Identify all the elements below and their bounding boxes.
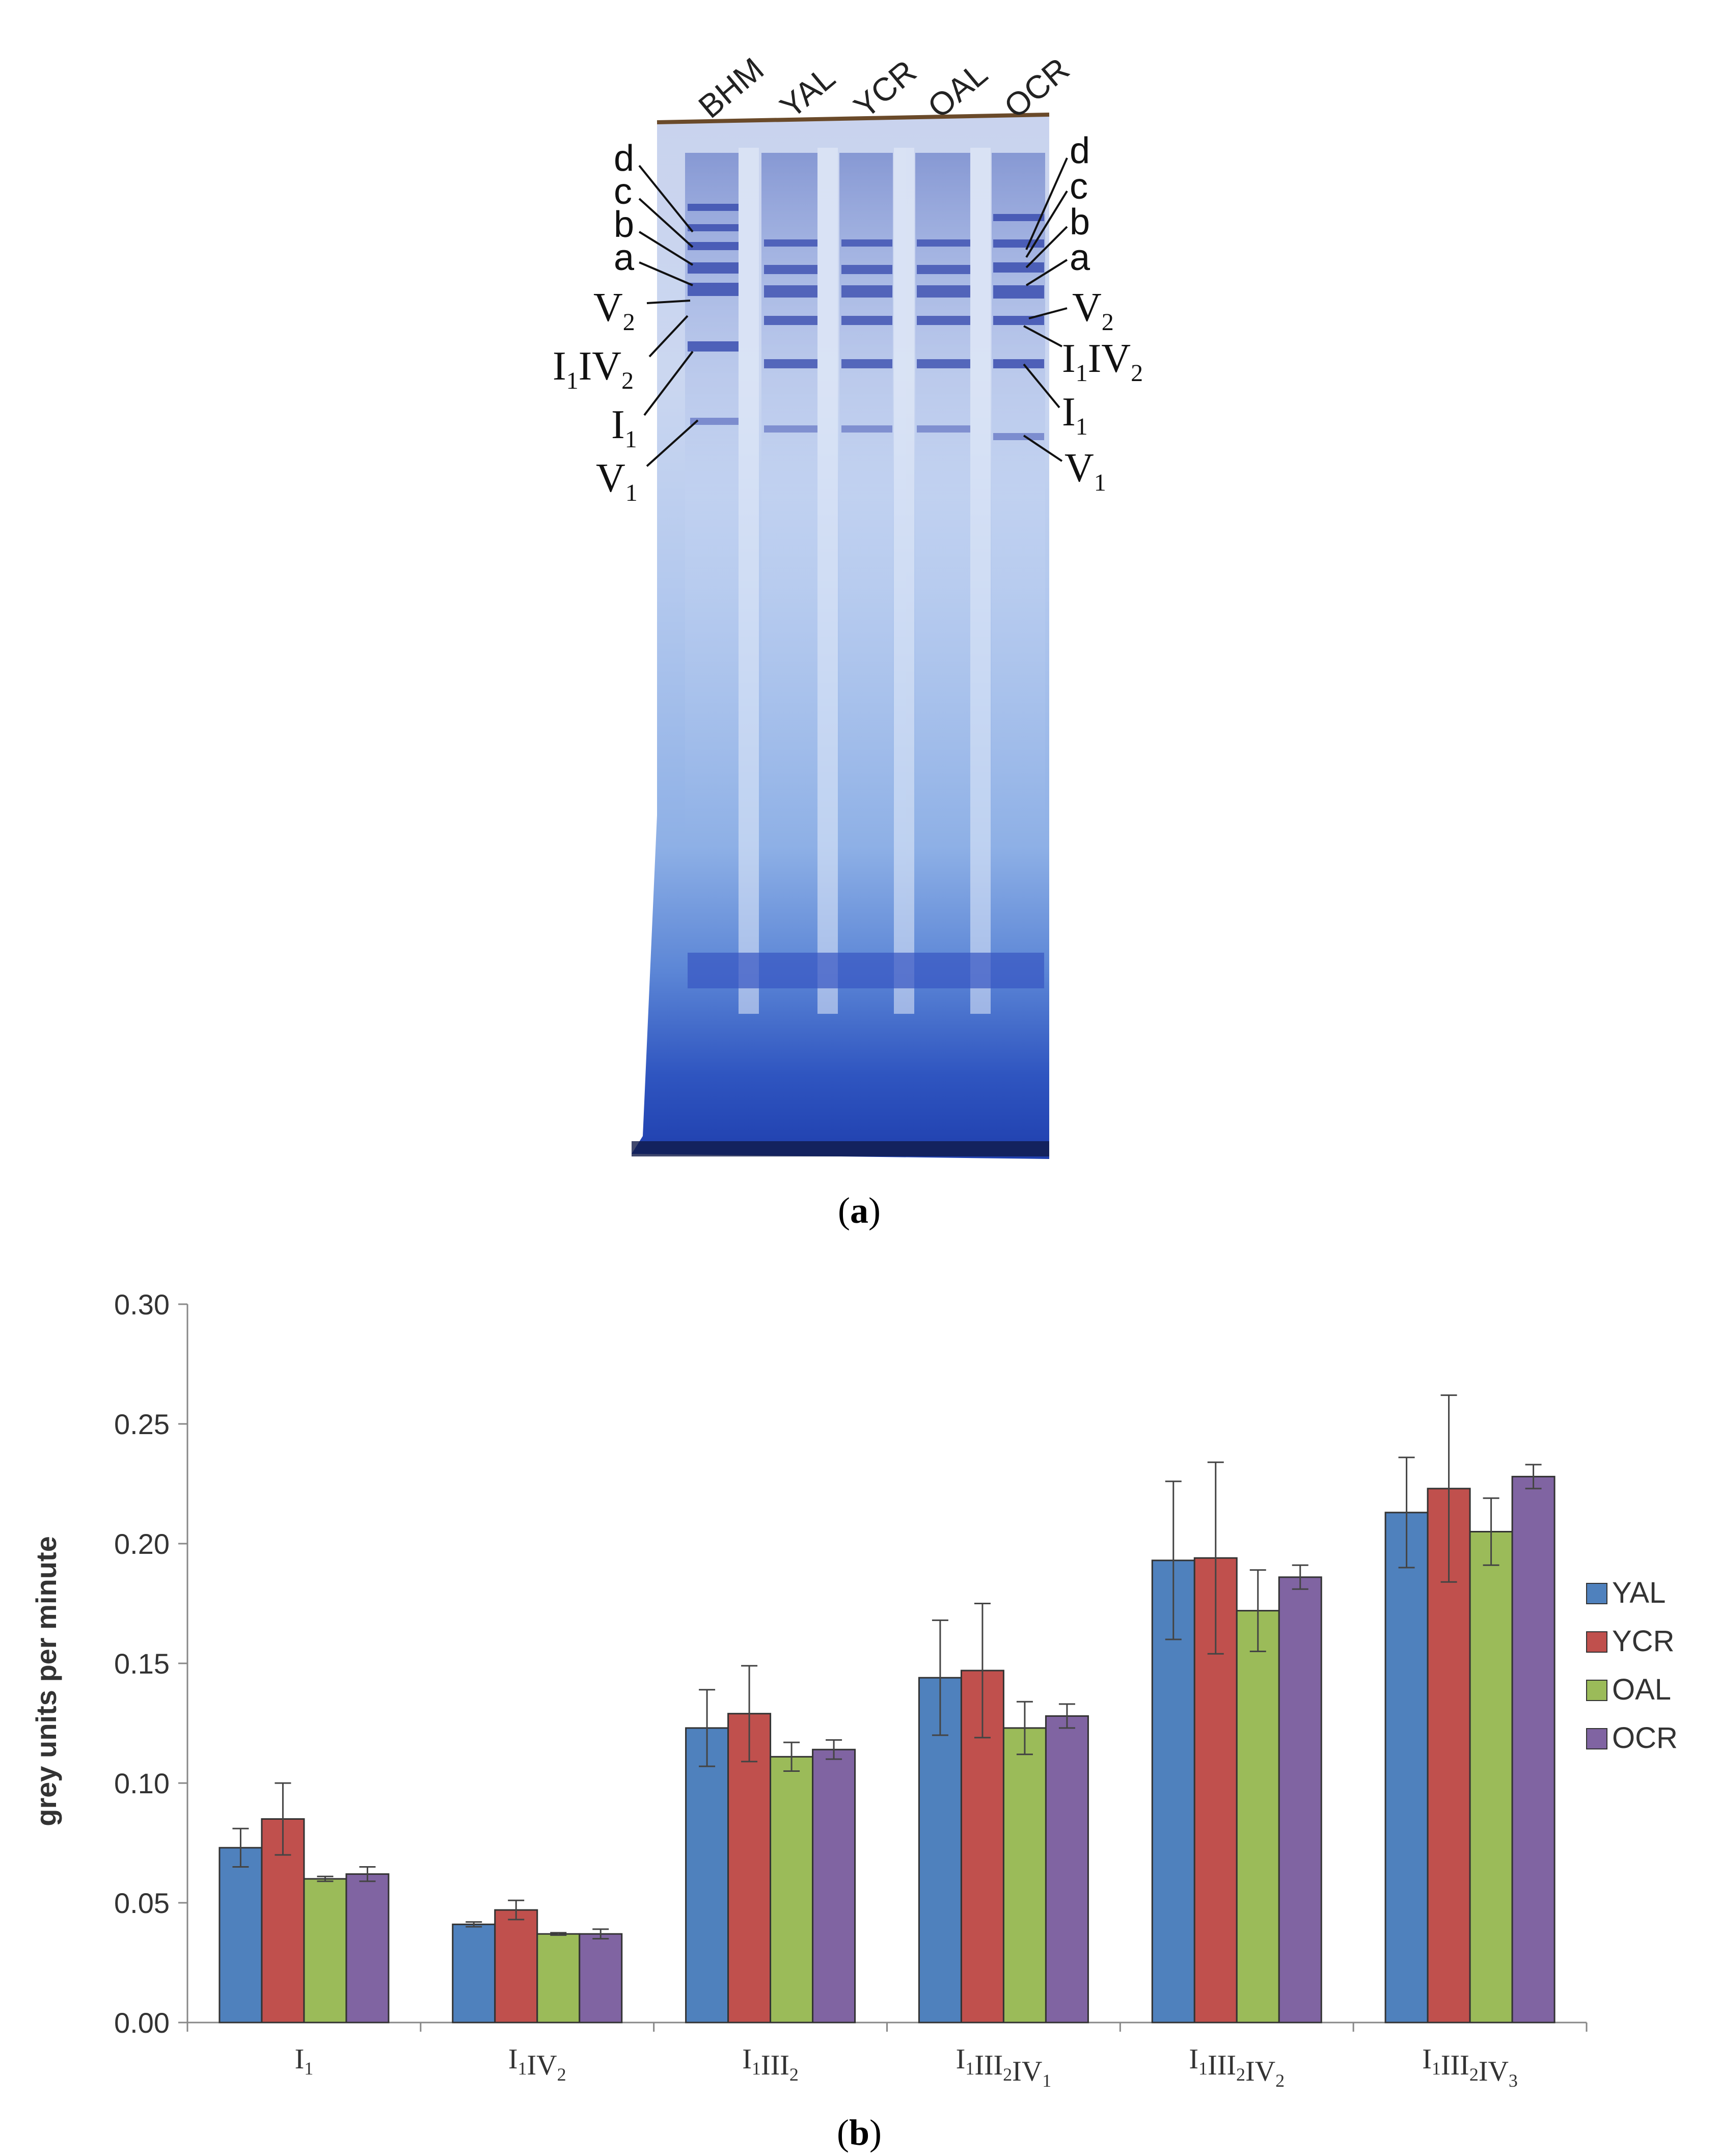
bar-ycr xyxy=(494,1909,538,2024)
gel-top-edge xyxy=(657,113,1050,124)
error-bars xyxy=(232,1394,1542,1939)
x-tick-label: I1III2IV3 xyxy=(1422,2043,1518,2091)
band-label-a: a xyxy=(614,237,635,278)
y-axis-label: grey units per minute xyxy=(30,1536,62,1826)
bar-yal xyxy=(452,1923,496,2024)
bar-ocr xyxy=(579,1933,623,2024)
bar-oal xyxy=(1002,1727,1047,2024)
band-label-b: b xyxy=(614,204,634,245)
y-tick-label: 0.10 xyxy=(114,1767,170,1799)
x-tick-label: I1 xyxy=(295,2043,314,2079)
x-tick-label: I1III2IV2 xyxy=(1189,2043,1285,2091)
bar-oal xyxy=(303,1878,347,2024)
bar-chart: 0.00 0.05 0.10 0.15 0.20 0.25 0.30 I1 I1IV2 I1II… xyxy=(30,1288,1678,2153)
bar-ocr xyxy=(1045,1715,1089,2024)
bar-yal xyxy=(1384,1512,1429,2024)
gel-panel: BHM YAL YCR OAL OCR d c b a V2 I1IV2 I1 … xyxy=(553,50,1143,1231)
band-label-d: d xyxy=(614,138,634,179)
band-label-i1iv2: I1IV2 xyxy=(553,344,634,394)
legend-swatch xyxy=(1586,1728,1607,1749)
bars xyxy=(219,1475,1556,2024)
y-axis: 0.00 0.05 0.10 0.15 0.20 0.25 0.30 xyxy=(114,1288,188,2039)
legend: YAL YCR OAL OCR xyxy=(1586,1576,1678,1755)
legend-label: YCR xyxy=(1612,1625,1674,1658)
y-tick-label: 0.25 xyxy=(114,1408,170,1440)
band-leaders-right xyxy=(1023,157,1068,462)
band-label-i1: I1 xyxy=(1062,390,1088,440)
legend-label: OCR xyxy=(1612,1721,1678,1755)
legend-swatch xyxy=(1586,1680,1607,1701)
y-tick-label: 0.20 xyxy=(114,1528,170,1560)
bar-oal xyxy=(1236,1610,1280,2024)
band-label-c: c xyxy=(1070,166,1088,207)
band-label-v1: V1 xyxy=(596,456,638,506)
bar-ocr xyxy=(345,1873,390,2024)
bar-oal xyxy=(770,1756,814,2024)
band-label-c: c xyxy=(614,171,632,212)
legend-label: OAL xyxy=(1612,1673,1671,1706)
x-tick-label: I1IV2 xyxy=(508,2043,566,2085)
gel-bottom-edge xyxy=(632,1141,1049,1156)
band-labels-left: d c b a V2 I1IV2 I1 V1 xyxy=(553,138,638,506)
gel-front-band xyxy=(688,953,1044,988)
bar-yal xyxy=(219,1847,263,2024)
panel-label-a: (a) xyxy=(838,1190,881,1231)
lane-labels: BHM YAL YCR OAL OCR xyxy=(692,50,1076,125)
lane-gaps xyxy=(739,148,991,1014)
bar-ocr xyxy=(1278,1576,1322,2024)
band-label-b: b xyxy=(1070,202,1090,242)
gel-bands xyxy=(688,204,1044,440)
y-tick-label: 0.30 xyxy=(114,1288,170,1320)
bar-oal xyxy=(536,1933,581,2024)
bar-oal xyxy=(1469,1531,1513,2024)
y-tick-label: 0.00 xyxy=(114,2007,170,2039)
bar-ocr xyxy=(1511,1475,1556,2024)
lane-label: YAL xyxy=(773,59,842,125)
band-labels-right: d c b a V2 I1IV2 I1 V1 xyxy=(1062,130,1143,496)
band-label-a: a xyxy=(1070,237,1090,278)
bar-ycr xyxy=(727,1713,772,2024)
y-tick-label: 0.15 xyxy=(114,1648,170,1680)
bar-ocr xyxy=(812,1748,856,2024)
bar-yal xyxy=(685,1727,729,2024)
band-leaders-left xyxy=(638,165,699,467)
panel-label-b: (b) xyxy=(837,2112,882,2153)
legend-label: YAL xyxy=(1612,1576,1666,1609)
band-label-v1: V1 xyxy=(1065,446,1106,496)
gel-image: BHM YAL YCR OAL OCR d c b a V2 I1IV2 I1 … xyxy=(553,50,1143,1159)
band-label-v2: V2 xyxy=(593,285,635,336)
y-tick-label: 0.05 xyxy=(114,1887,170,1919)
x-tick-label: I1III2 xyxy=(742,2043,799,2085)
lane-label: BHM xyxy=(692,50,771,125)
legend-swatch xyxy=(1586,1631,1607,1653)
legend-swatch xyxy=(1586,1583,1607,1604)
band-label-d: d xyxy=(1070,130,1090,171)
band-label-i1: I1 xyxy=(611,402,637,453)
band-label-i1iv2: I1IV2 xyxy=(1062,336,1143,387)
x-tick-label: I1III2IV1 xyxy=(956,2043,1052,2091)
lane-label: YCR xyxy=(847,53,923,125)
x-axis: I1 I1IV2 I1III2 I1III2IV1 I1III2IV2 I1III2IV3 xyxy=(186,2022,1588,2091)
band-label-v2: V2 xyxy=(1072,285,1114,336)
bar-ycr xyxy=(261,1818,305,2024)
